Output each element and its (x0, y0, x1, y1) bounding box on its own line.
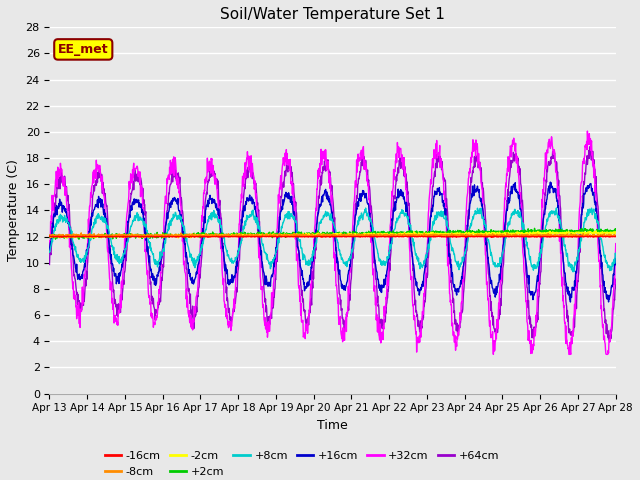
Y-axis label: Temperature (C): Temperature (C) (7, 159, 20, 262)
+64cm (90, 191, 97, 197)
+16cm (286, 196, 294, 202)
-2cm (90, 233, 97, 239)
-16cm (45, 233, 53, 239)
Line: +16cm: +16cm (49, 182, 616, 302)
+2cm (45, 232, 53, 238)
+32cm (90, 169, 97, 175)
+16cm (547, 179, 554, 185)
+16cm (113, 281, 120, 287)
+16cm (612, 253, 620, 259)
+16cm (566, 299, 574, 305)
+16cm (308, 265, 316, 271)
-2cm (298, 232, 306, 238)
-2cm (308, 232, 316, 238)
Line: -2cm: -2cm (49, 231, 616, 238)
-8cm (298, 233, 306, 239)
-8cm (113, 232, 120, 238)
+32cm (113, 315, 120, 321)
+8cm (45, 250, 53, 255)
-2cm (612, 230, 620, 236)
+64cm (286, 162, 294, 168)
+8cm (113, 257, 120, 263)
+16cm (90, 208, 97, 214)
-2cm (113, 234, 120, 240)
+2cm (298, 231, 306, 237)
-2cm (592, 228, 600, 234)
Title: Soil/Water Temperature Set 1: Soil/Water Temperature Set 1 (220, 7, 445, 22)
+64cm (113, 301, 120, 307)
-16cm (298, 234, 305, 240)
+2cm (368, 232, 376, 238)
-8cm (45, 232, 53, 238)
-16cm (286, 234, 294, 240)
Legend: -16cm, -8cm, -2cm, +2cm, +8cm, +16cm, +32cm, +64cm: -16cm, -8cm, -2cm, +2cm, +8cm, +16cm, +3… (100, 447, 504, 480)
+8cm (90, 225, 97, 230)
-16cm (368, 234, 376, 240)
-8cm (308, 232, 316, 238)
+32cm (286, 167, 294, 173)
-16cm (113, 234, 120, 240)
+8cm (298, 245, 305, 251)
Line: -8cm: -8cm (49, 233, 616, 238)
+2cm (612, 226, 620, 232)
+2cm (531, 226, 538, 231)
+8cm (552, 205, 560, 211)
+64cm (586, 144, 593, 150)
+64cm (606, 338, 614, 344)
-16cm (90, 234, 97, 240)
-8cm (90, 232, 97, 238)
+16cm (298, 267, 305, 273)
+32cm (298, 319, 305, 324)
X-axis label: Time: Time (317, 419, 348, 432)
+2cm (75, 236, 83, 242)
-2cm (368, 231, 376, 237)
+8cm (612, 254, 620, 260)
+2cm (90, 236, 97, 241)
+8cm (308, 256, 316, 262)
-8cm (612, 232, 620, 238)
-8cm (488, 235, 495, 240)
Line: +8cm: +8cm (49, 208, 616, 272)
+32cm (45, 245, 53, 251)
-8cm (368, 232, 376, 238)
Text: EE_met: EE_met (58, 43, 109, 56)
Line: -16cm: -16cm (49, 236, 616, 237)
+32cm (368, 235, 376, 240)
+16cm (45, 247, 53, 253)
+8cm (569, 269, 577, 275)
+64cm (612, 276, 620, 282)
-16cm (462, 234, 470, 240)
+64cm (45, 262, 53, 267)
-2cm (45, 233, 53, 239)
Line: +64cm: +64cm (49, 147, 616, 341)
+32cm (612, 241, 620, 247)
-16cm (612, 234, 620, 240)
+32cm (308, 268, 316, 274)
-8cm (286, 232, 294, 238)
Line: +2cm: +2cm (49, 228, 616, 239)
+2cm (308, 230, 316, 236)
-16cm (586, 233, 593, 239)
+64cm (368, 210, 376, 216)
+16cm (368, 227, 376, 233)
+64cm (308, 302, 316, 308)
-16cm (308, 234, 316, 240)
+32cm (490, 351, 497, 357)
+8cm (368, 221, 376, 227)
+64cm (298, 292, 305, 298)
+2cm (286, 231, 294, 237)
-8cm (77, 230, 85, 236)
Line: +32cm: +32cm (49, 131, 616, 354)
-2cm (286, 232, 294, 238)
+2cm (113, 231, 120, 237)
+32cm (584, 128, 591, 134)
+8cm (286, 216, 294, 222)
-2cm (63, 235, 70, 241)
